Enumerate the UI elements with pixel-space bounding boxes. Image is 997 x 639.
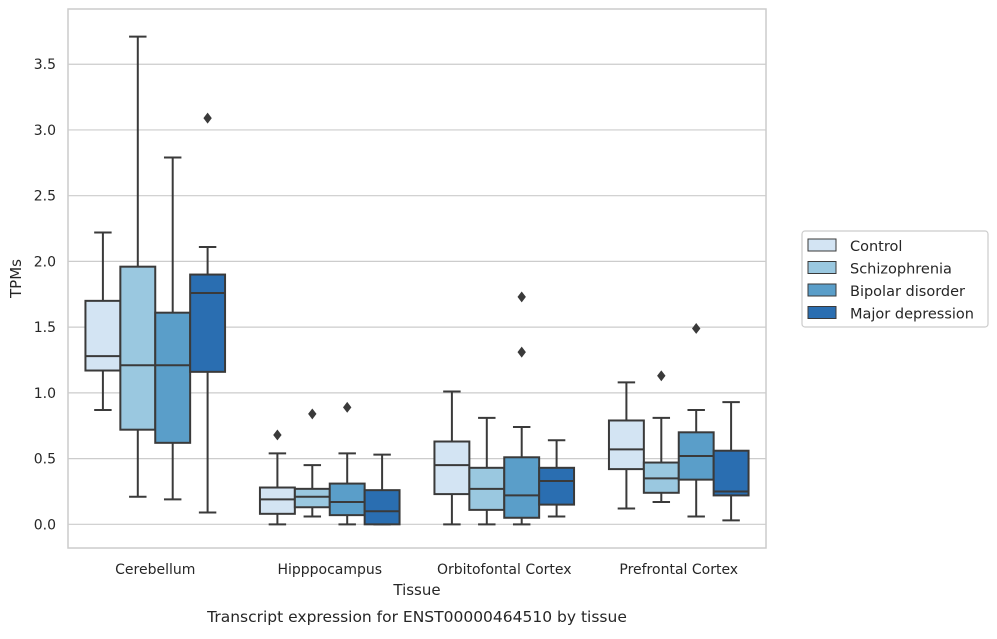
- legend-swatch: [807, 261, 837, 274]
- box-control: [433, 390, 471, 526]
- figure-caption: Transcript expression for ENST0000046451…: [206, 608, 627, 626]
- legend-label: Control: [850, 239, 902, 255]
- box-body: [607, 419, 645, 471]
- plot-frame: [67, 8, 767, 549]
- y-tick-label: 0.0: [34, 517, 56, 533]
- outlier-point: [343, 401, 352, 413]
- legend-swatch: [807, 238, 837, 252]
- box-bipolar-disorder: [328, 401, 366, 526]
- x-tick-label: Cerebellum: [115, 562, 195, 578]
- box-schizophrenia: [293, 408, 331, 518]
- legend: Control Schizophrenia Bipolar disorder Majo…: [801, 230, 989, 328]
- y-tick-labels: 0.0 0.5 1.0 1.5 2.0 2.5 3.0 3.5: [34, 57, 56, 533]
- legend-label: Bipolar disorder: [850, 284, 965, 300]
- box-body: [503, 456, 541, 519]
- y-axis-label: TPMs: [7, 259, 25, 299]
- outlier-point: [308, 408, 317, 420]
- plot-area: [84, 35, 750, 526]
- outlier-point: [273, 429, 282, 441]
- box-body: [258, 486, 296, 515]
- box-body: [538, 466, 576, 506]
- outlier-point: [517, 291, 526, 303]
- box-major-depression: [363, 453, 401, 526]
- box-schizophrenia: [468, 416, 506, 526]
- legend-frame: [801, 230, 989, 328]
- box-body: [433, 440, 471, 496]
- box-bipolar-disorder: [677, 322, 715, 518]
- y-tick-label: 0.5: [34, 452, 56, 468]
- x-tick-label: Hipppocampus: [277, 562, 382, 578]
- x-axis-label: Tissue: [392, 581, 440, 599]
- box-body: [189, 273, 227, 373]
- box-control: [607, 381, 645, 510]
- x-tick-labels: Cerebellum Hipppocampus Orbitofontal Corte…: [115, 562, 738, 578]
- legend-label: Schizophrenia: [850, 262, 952, 278]
- x-tick-label: Orbitofontal Cortex: [437, 562, 572, 578]
- legend-swatch: [807, 306, 837, 319]
- box-body: [293, 487, 331, 509]
- outlier-point: [657, 370, 666, 382]
- box-major-depression: [189, 112, 227, 514]
- y-tick-label: 3.5: [34, 57, 56, 73]
- y-tick-label: 2.0: [34, 254, 56, 270]
- outlier-point: [692, 322, 701, 334]
- legend-swatch: [807, 283, 837, 297]
- y-tick-label: 1.0: [34, 386, 56, 402]
- x-tick-label: Prefrontal Cortex: [619, 562, 738, 578]
- box-bipolar-disorder: [503, 291, 541, 526]
- box-control: [84, 231, 122, 411]
- legend-label: Major depression: [850, 307, 974, 323]
- y-tick-label: 2.5: [34, 189, 56, 205]
- box-schizophrenia: [642, 370, 680, 503]
- outlier-point: [517, 346, 526, 358]
- outlier-point: [203, 112, 212, 124]
- y-tick-label: 1.5: [34, 320, 56, 336]
- box-body: [363, 489, 401, 526]
- y-tick-label: 3.0: [34, 123, 56, 139]
- box-body: [154, 311, 192, 444]
- box-body: [84, 299, 122, 372]
- box-body: [328, 482, 366, 517]
- box-body: [119, 265, 157, 431]
- box-control: [258, 429, 296, 526]
- box-body: [712, 449, 750, 497]
- box-schizophrenia: [119, 35, 157, 498]
- box-major-depression: [712, 401, 750, 522]
- box-major-depression: [538, 439, 576, 518]
- box-bipolar-disorder: [154, 156, 192, 501]
